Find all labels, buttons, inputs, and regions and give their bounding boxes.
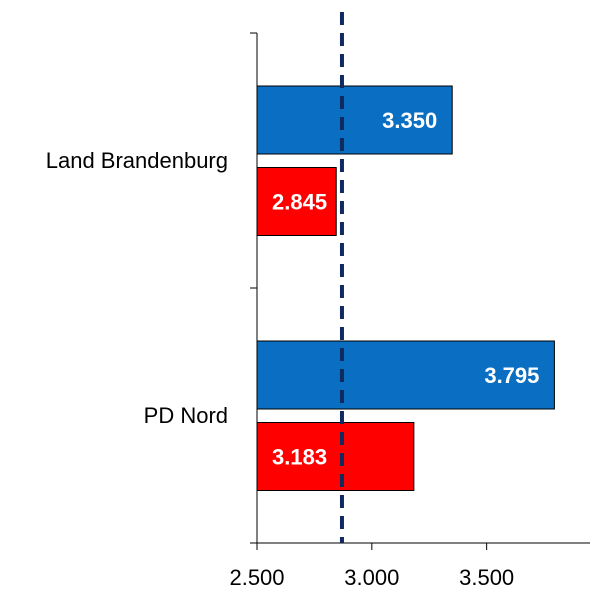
x-tick-label: 3.000: [344, 565, 399, 590]
bar: [256, 422, 415, 491]
bar: [256, 85, 453, 155]
bar: [256, 340, 555, 410]
value-label: 3.350: [382, 108, 437, 133]
x-tick-label: 2.500: [229, 565, 284, 590]
x-tick-label: 3.500: [459, 565, 514, 590]
value-label: 2.845: [272, 189, 327, 214]
bar: [256, 167, 337, 236]
category-label: Land Brandenburg: [46, 148, 228, 173]
category-label: PD Nord: [144, 403, 228, 428]
value-label: 3.183: [272, 444, 327, 469]
value-label: 3.795: [484, 363, 539, 388]
